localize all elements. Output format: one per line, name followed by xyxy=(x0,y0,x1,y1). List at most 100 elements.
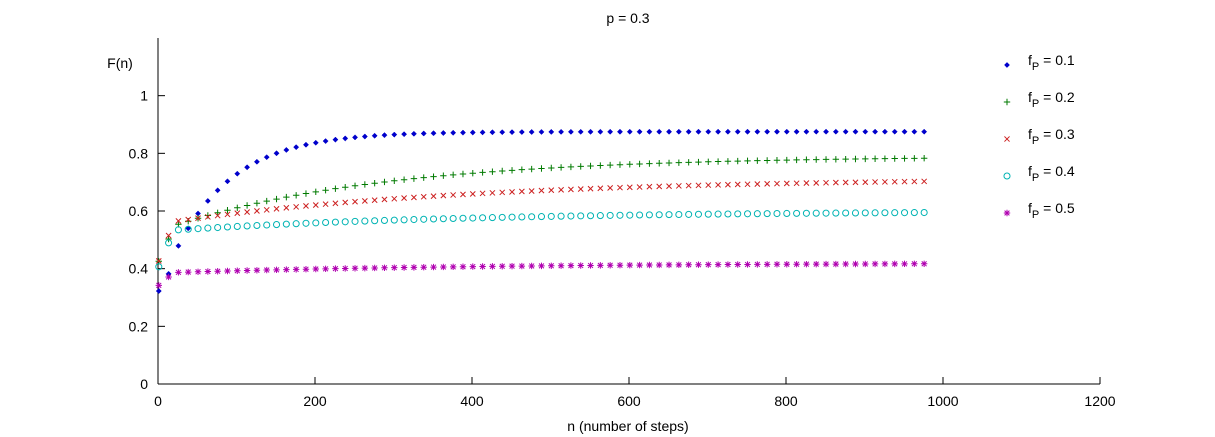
data-point xyxy=(548,262,555,269)
data-point xyxy=(724,210,732,218)
data-point xyxy=(410,194,417,201)
data-point xyxy=(606,161,614,169)
data-point xyxy=(361,217,369,225)
data-point xyxy=(391,264,398,271)
data-point xyxy=(881,178,888,185)
data-point xyxy=(410,130,417,137)
data-point xyxy=(449,263,457,271)
data-point xyxy=(832,260,840,268)
data-point xyxy=(253,208,260,214)
legend-marker xyxy=(1003,98,1011,106)
data-point xyxy=(430,173,437,180)
data-point xyxy=(587,185,594,192)
data-point xyxy=(911,260,918,268)
data-point xyxy=(165,235,172,243)
data-point xyxy=(489,263,496,270)
data-point xyxy=(469,129,476,136)
data-point xyxy=(371,217,379,225)
data-point xyxy=(852,128,859,135)
data-point xyxy=(469,214,477,222)
data-point xyxy=(636,184,643,190)
data-point xyxy=(293,144,300,151)
series-2 xyxy=(155,155,928,265)
data-point xyxy=(743,210,752,218)
data-point xyxy=(195,215,201,222)
data-point xyxy=(361,264,369,272)
series-4 xyxy=(155,209,928,271)
data-point xyxy=(302,190,310,197)
data-point xyxy=(665,159,673,167)
data-point xyxy=(224,178,231,185)
data-point xyxy=(508,262,516,270)
data-point xyxy=(557,164,565,171)
data-point xyxy=(891,178,898,185)
data-point xyxy=(597,162,604,169)
data-point xyxy=(204,212,212,219)
data-point xyxy=(233,222,241,231)
data-point xyxy=(822,209,830,217)
data-point xyxy=(420,174,427,181)
legend-item: fP = 0.4 xyxy=(1003,163,1075,184)
data-point xyxy=(764,180,771,187)
data-point xyxy=(204,224,212,232)
data-point xyxy=(303,203,309,209)
data-point xyxy=(381,264,388,272)
data-point xyxy=(793,261,800,268)
data-point xyxy=(881,128,888,135)
data-point xyxy=(390,216,398,224)
data-point xyxy=(528,213,536,221)
data-point xyxy=(342,265,349,272)
data-point xyxy=(597,185,604,192)
data-point xyxy=(204,213,211,220)
data-point xyxy=(273,266,280,274)
data-point xyxy=(410,216,418,224)
data-point xyxy=(842,260,849,268)
data-point xyxy=(351,217,359,225)
data-point xyxy=(754,261,761,268)
data-point xyxy=(881,155,889,162)
data-point xyxy=(724,261,732,268)
x-tick-label: 600 xyxy=(617,393,641,409)
data-point xyxy=(342,199,349,206)
data-point xyxy=(587,162,594,170)
data-point xyxy=(234,267,241,274)
x-tick-label: 1200 xyxy=(1084,393,1115,409)
data-point xyxy=(802,209,810,217)
data-point xyxy=(165,239,173,247)
data-point xyxy=(332,200,339,207)
data-point xyxy=(155,258,162,264)
data-point xyxy=(577,186,584,192)
data-point xyxy=(754,157,761,164)
data-point xyxy=(763,157,771,164)
data-point xyxy=(381,178,388,186)
legend-label: fP = 0.2 xyxy=(1028,89,1075,110)
data-point xyxy=(341,218,349,226)
data-point xyxy=(715,181,722,188)
data-point xyxy=(675,182,682,189)
data-point xyxy=(410,175,418,182)
data-point xyxy=(783,128,790,135)
data-point xyxy=(685,128,692,135)
data-point xyxy=(862,179,869,186)
data-point xyxy=(312,202,319,208)
data-point xyxy=(901,178,908,185)
data-point xyxy=(852,260,859,268)
data-point xyxy=(312,188,319,196)
data-point xyxy=(224,207,231,214)
data-point xyxy=(626,128,633,135)
data-point xyxy=(763,210,771,218)
data-point xyxy=(273,205,280,212)
data-point xyxy=(214,268,221,275)
data-point xyxy=(900,209,909,217)
data-point xyxy=(764,128,771,135)
data-point xyxy=(646,160,653,167)
data-point xyxy=(312,219,320,227)
data-point xyxy=(332,185,339,192)
data-point xyxy=(381,132,388,139)
data-point xyxy=(862,260,869,268)
data-point xyxy=(715,128,722,135)
data-point xyxy=(214,223,222,232)
data-point xyxy=(557,262,565,269)
data-point xyxy=(842,128,849,135)
data-point xyxy=(666,183,672,190)
